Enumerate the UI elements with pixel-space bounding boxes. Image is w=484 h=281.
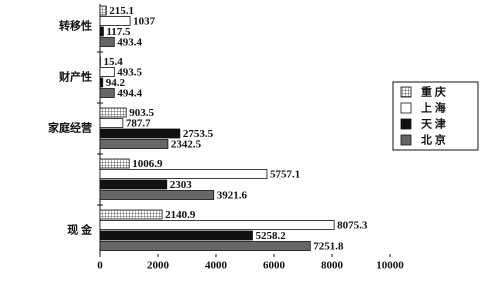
legend-swatch <box>400 86 412 98</box>
data-label: 3921.6 <box>217 190 248 202</box>
category-label: 家庭经营 <box>48 121 92 135</box>
category-label: 财产性 <box>58 70 92 84</box>
bar <box>99 67 115 77</box>
bar <box>99 118 124 128</box>
bar <box>99 241 311 251</box>
bar <box>99 220 335 230</box>
x-tick-label: 2000 <box>147 260 170 272</box>
data-label: 2140.9 <box>165 209 196 221</box>
bar <box>99 230 253 241</box>
data-label: 2342.5 <box>171 139 202 151</box>
data-label: 2303 <box>170 179 193 191</box>
data-label: 8075.3 <box>337 220 368 232</box>
data-label: 215.1 <box>109 5 134 17</box>
data-label: 5258.2 <box>255 230 286 242</box>
legend-label: 重 庆 <box>421 85 446 99</box>
bar <box>99 37 115 47</box>
category-label: 转移性 <box>59 19 92 33</box>
bar <box>99 128 181 139</box>
legend-label: 天 津 <box>421 117 446 131</box>
legend-swatch <box>400 118 412 130</box>
x-tick-label: 0 <box>97 260 103 272</box>
category-label: 现 金 <box>67 223 93 237</box>
bar <box>99 107 127 118</box>
data-label: 1006.9 <box>132 158 163 170</box>
data-label: 493.5 <box>117 67 142 79</box>
bar <box>99 179 168 190</box>
bar <box>99 190 215 200</box>
bar <box>99 169 268 179</box>
x-tick-label: 4000 <box>205 260 228 272</box>
data-label: 1037 <box>133 16 156 28</box>
bar <box>99 158 130 169</box>
data-label: 5757.1 <box>270 169 300 181</box>
bar <box>99 77 104 88</box>
legend-swatch <box>400 134 412 146</box>
bar <box>99 139 169 149</box>
data-label: 494.4 <box>117 88 142 100</box>
bar <box>99 26 104 37</box>
data-label: 7251.8 <box>313 241 344 253</box>
legend-label: 北 京 <box>421 133 446 147</box>
bar <box>99 88 115 98</box>
x-tick-label: 8000 <box>321 260 344 272</box>
data-label: 15.4 <box>103 56 123 68</box>
bar <box>99 16 131 26</box>
x-tick-label: 6000 <box>263 260 286 272</box>
data-label: 903.5 <box>129 107 154 119</box>
bar <box>99 209 163 220</box>
data-label: 493.4 <box>117 37 142 49</box>
data-label: 94.2 <box>106 77 126 89</box>
data-label: 2753.5 <box>183 128 214 140</box>
x-tick-label: 10000 <box>376 260 404 272</box>
legend-label: 上 海 <box>421 101 446 115</box>
data-label: 787.7 <box>126 118 151 130</box>
data-label: 117.5 <box>106 26 131 38</box>
legend-swatch <box>400 102 412 114</box>
bar <box>99 5 107 16</box>
